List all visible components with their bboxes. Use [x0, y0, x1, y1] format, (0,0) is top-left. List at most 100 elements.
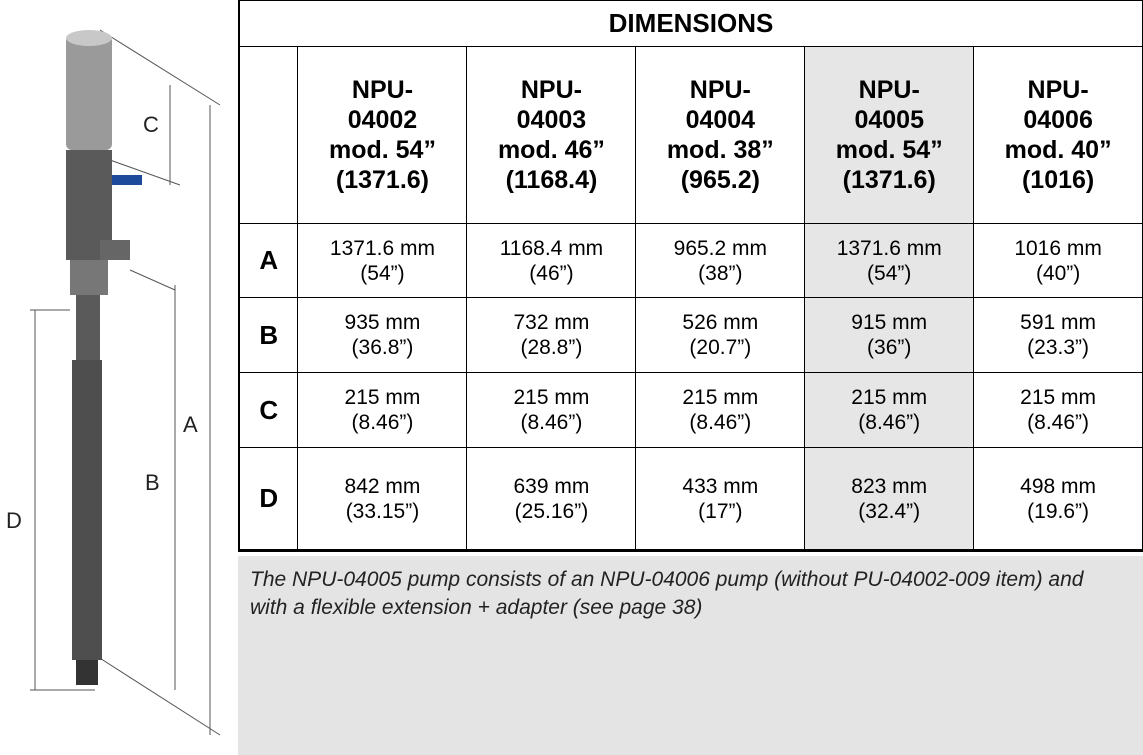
dimension-cell: 639 mm(25.16”) — [467, 448, 636, 551]
table-title: DIMENSIONS — [239, 1, 1143, 47]
cell-line: (40”) — [974, 261, 1142, 286]
cell-line: 1016 mm — [974, 236, 1142, 261]
header-line: mod. 40” — [974, 135, 1142, 165]
cell-line: (36.8”) — [298, 335, 466, 360]
header-line: NPU- — [805, 75, 973, 105]
dimension-cell: 823 mm(32.4”) — [805, 448, 974, 551]
dimension-cell: 915 mm(36”) — [805, 298, 974, 373]
header-line: NPU- — [467, 75, 635, 105]
header-line: (965.2) — [636, 165, 804, 195]
cell-line: (33.15”) — [298, 499, 466, 524]
dimension-cell: 526 mm(20.7”) — [636, 298, 805, 373]
header-line: 04006 — [974, 105, 1142, 135]
dimension-cell: 433 mm(17”) — [636, 448, 805, 551]
header-line: 04002 — [298, 105, 466, 135]
header-line: (1371.6) — [805, 165, 973, 195]
header-line: mod. 46” — [467, 135, 635, 165]
dimension-label: C — [143, 112, 159, 137]
cell-line: 1371.6 mm — [805, 236, 973, 261]
cell-line: 842 mm — [298, 474, 466, 499]
dimension-cell: 1371.6 mm(54”) — [298, 224, 467, 298]
dimension-cell: 215 mm(8.46”) — [805, 373, 974, 448]
header-line: NPU- — [298, 75, 466, 105]
cell-line: 965.2 mm — [636, 236, 804, 261]
header-line: mod. 38” — [636, 135, 804, 165]
cell-line: 433 mm — [636, 474, 804, 499]
dimension-cell: 842 mm(33.15”) — [298, 448, 467, 551]
dimension-label: D — [6, 508, 22, 533]
cell-line: 498 mm — [974, 474, 1142, 499]
dimension-cell: 732 mm(28.8”) — [467, 298, 636, 373]
cell-line: 215 mm — [467, 385, 635, 410]
cell-line: (8.46”) — [298, 410, 466, 435]
cell-line: 215 mm — [805, 385, 973, 410]
cell-line: 1371.6 mm — [298, 236, 466, 261]
dimension-cell: 215 mm(8.46”) — [467, 373, 636, 448]
row-label: C — [239, 373, 298, 448]
row-label: B — [239, 298, 298, 373]
header-line: NPU- — [636, 75, 804, 105]
dimension-cell: 1016 mm(40”) — [974, 224, 1143, 298]
dimension-cell: 591 mm(23.3”) — [974, 298, 1143, 373]
cell-line: (54”) — [298, 261, 466, 286]
header-line: NPU- — [974, 75, 1142, 105]
cell-line: 823 mm — [805, 474, 973, 499]
note-box: The NPU-04005 pump consists of an NPU-04… — [238, 556, 1143, 755]
cell-line: (8.46”) — [636, 410, 804, 435]
cell-line: (46”) — [467, 261, 635, 286]
cell-line: 639 mm — [467, 474, 635, 499]
header-line: (1016) — [974, 165, 1142, 195]
cell-line: 915 mm — [805, 310, 973, 335]
header-line: mod. 54” — [298, 135, 466, 165]
cell-line: (8.46”) — [467, 410, 635, 435]
cell-line: 591 mm — [974, 310, 1142, 335]
note: The NPU-04005 pump consists of an NPU-04… — [250, 566, 1090, 622]
header-line: mod. 54” — [805, 135, 973, 165]
dimension-cell: 498 mm(19.6”) — [974, 448, 1143, 551]
cell-line: 215 mm — [636, 385, 804, 410]
cell-line: (32.4”) — [805, 499, 973, 524]
dimension-cell: 215 mm(8.46”) — [298, 373, 467, 448]
cell-line: (19.6”) — [974, 499, 1142, 524]
cell-line: 732 mm — [467, 310, 635, 335]
header-line: 04003 — [467, 105, 635, 135]
cell-line: 935 mm — [298, 310, 466, 335]
cell-line: (54”) — [805, 261, 973, 286]
cell-line: (38”) — [636, 261, 804, 286]
dimension-cell: 965.2 mm(38”) — [636, 224, 805, 298]
header-line: 04005 — [805, 105, 973, 135]
row-label: D — [239, 448, 298, 551]
cell-line: (23.3”) — [974, 335, 1142, 360]
dimension-cell: 215 mm(8.46”) — [974, 373, 1143, 448]
cell-line: 1168.4 mm — [467, 236, 635, 261]
dimension-cell: 1168.4 mm(46”) — [467, 224, 636, 298]
pump-drawing: C A B D — [0, 0, 238, 755]
cell-line: 215 mm — [974, 385, 1142, 410]
cell-line: (25.16”) — [467, 499, 635, 524]
dimension-label: A — [183, 412, 198, 437]
cell-line: 215 mm — [298, 385, 466, 410]
header-line: (1168.4) — [467, 165, 635, 195]
dimension-cell: 215 mm(8.46”) — [636, 373, 805, 448]
cell-line: (8.46”) — [805, 410, 973, 435]
row-label: A — [239, 224, 298, 298]
header-line: (1371.6) — [298, 165, 466, 195]
cell-line: 526 mm — [636, 310, 804, 335]
cell-line: (28.8”) — [467, 335, 635, 360]
dimension-label: B — [145, 470, 160, 495]
cell-line: (8.46”) — [974, 410, 1142, 435]
dimension-cell: 1371.6 mm(54”) — [805, 224, 974, 298]
page: C A B D DIMENSIONS NPU-04002mod. 54”(137… — [0, 0, 1143, 755]
header-line: 04004 — [636, 105, 804, 135]
